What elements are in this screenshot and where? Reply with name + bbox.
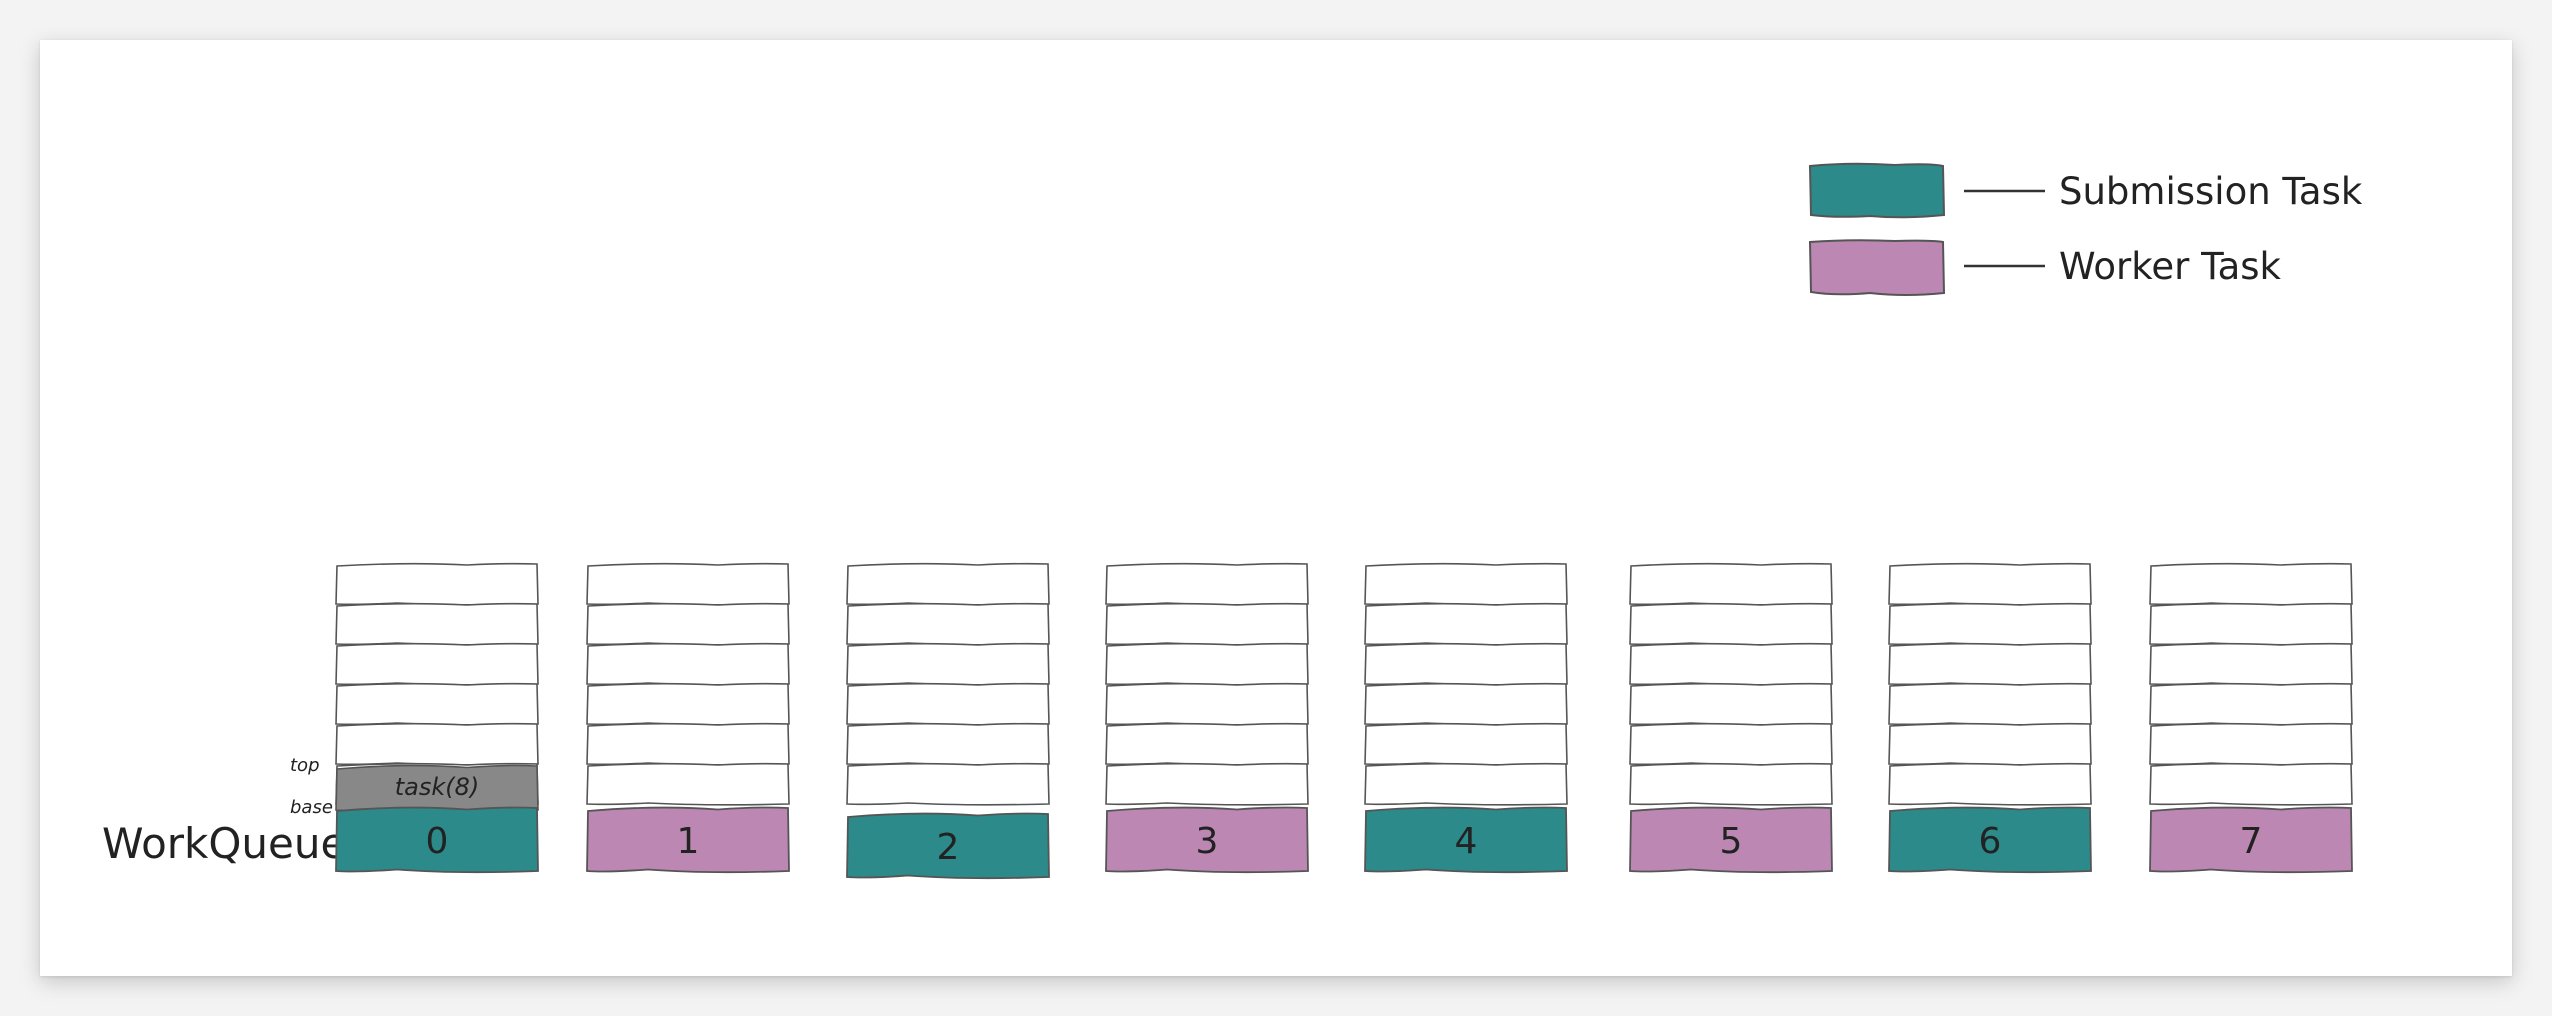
queue-slot xyxy=(846,722,1050,766)
top-pointer-label: top xyxy=(290,755,320,776)
queue-slot xyxy=(586,602,790,646)
queue-slot xyxy=(846,602,1050,646)
queue-column-3: 3 xyxy=(1105,562,1309,874)
base-pointer-label: base xyxy=(290,797,333,818)
queue-column-1: 1 xyxy=(586,562,790,874)
queue-slot xyxy=(586,722,790,766)
queue-base-cell-1 xyxy=(586,806,790,874)
queue-slot xyxy=(1364,602,1568,646)
queue-slot xyxy=(1105,722,1309,766)
queue-slot xyxy=(1105,762,1309,806)
queue-index-label: 1 xyxy=(677,821,700,862)
queue-column-2: 2 xyxy=(846,562,1050,880)
queue-slot xyxy=(2149,642,2353,686)
queue-slot xyxy=(1629,642,1833,686)
queue-slot xyxy=(586,762,790,806)
queue-slot xyxy=(1105,642,1309,686)
queue-slot xyxy=(335,682,539,726)
queue-slot xyxy=(586,642,790,686)
queue-slot xyxy=(846,642,1050,686)
queue-index-label: 4 xyxy=(1455,821,1478,862)
workqueue-array: task(8) 0 1 2 3 4 5 6 7 xyxy=(335,562,2353,880)
queue-slot xyxy=(1364,562,1568,606)
legend: Submission Task Worker Task xyxy=(1808,162,2363,296)
queue-base-cell-6 xyxy=(1888,806,2092,874)
queue-base-cell-4 xyxy=(1364,806,1568,874)
queue-slot xyxy=(1629,722,1833,766)
legend-label-submission: Submission Task xyxy=(2059,170,2363,213)
legend-label-worker: Worker Task xyxy=(2059,245,2282,288)
legend-swatch-worker xyxy=(1808,239,1946,296)
queue-slot xyxy=(1364,722,1568,766)
queue-slot xyxy=(1888,682,2092,726)
queue-slot xyxy=(586,562,790,606)
queue-index-label: 7 xyxy=(2240,821,2263,862)
queue-index-label: 0 xyxy=(426,821,449,862)
legend-item-submission: Submission Task xyxy=(1808,162,2363,219)
queue-column-4: 4 xyxy=(1364,562,1568,874)
queue-slot xyxy=(1888,642,2092,686)
queue-slot xyxy=(2149,722,2353,766)
queue-slot xyxy=(335,642,539,686)
queue-slot xyxy=(2149,762,2353,806)
queue-base-cell-3 xyxy=(1105,806,1309,874)
queue-index-label: 5 xyxy=(1720,821,1743,862)
queued-task-label: task(8) xyxy=(395,773,480,801)
queue-slot xyxy=(1888,602,2092,646)
queue-slot xyxy=(1629,602,1833,646)
queue-slot xyxy=(335,602,539,646)
queue-slot xyxy=(1364,682,1568,726)
queue-slot xyxy=(1629,682,1833,726)
queue-index-label: 6 xyxy=(1979,821,2002,862)
queue-slot xyxy=(846,562,1050,606)
queue-column-7: 7 xyxy=(2149,562,2353,874)
queue-slot xyxy=(1364,762,1568,806)
queue-slot xyxy=(2149,602,2353,646)
queue-base-cell-5 xyxy=(1629,806,1833,874)
queue-slot xyxy=(846,682,1050,726)
queue-slot xyxy=(2149,562,2353,606)
legend-item-worker: Worker Task xyxy=(1808,239,2282,296)
workqueue-array-label: WorkQueue[] xyxy=(102,819,379,868)
queue-index-label: 2 xyxy=(937,827,960,868)
legend-swatch-submission xyxy=(1808,162,1946,219)
queue-column-0: task(8) 0 xyxy=(335,562,539,874)
queue-base-cell-7 xyxy=(2149,806,2353,874)
queue-slot xyxy=(1888,722,2092,766)
queue-slot xyxy=(1105,602,1309,646)
queue-slot xyxy=(846,762,1050,806)
queue-slot xyxy=(1105,562,1309,606)
queue-slot xyxy=(586,682,790,726)
queue-base-cell-2 xyxy=(846,812,1050,880)
queue-slot xyxy=(1105,682,1309,726)
queue-slot xyxy=(335,562,539,606)
queue-slot xyxy=(335,722,539,766)
queue-slot xyxy=(2149,682,2353,726)
queue-column-5: 5 xyxy=(1629,562,1833,874)
queue-slot xyxy=(1364,642,1568,686)
queue-column-6: 6 xyxy=(1888,562,2092,874)
queue-slot xyxy=(1629,762,1833,806)
queue-slot xyxy=(1888,762,2092,806)
queue-index-label: 3 xyxy=(1196,821,1219,862)
queue-slot xyxy=(1888,562,2092,606)
queue-slot xyxy=(1629,562,1833,606)
queue-base-cell-0 xyxy=(335,806,539,874)
